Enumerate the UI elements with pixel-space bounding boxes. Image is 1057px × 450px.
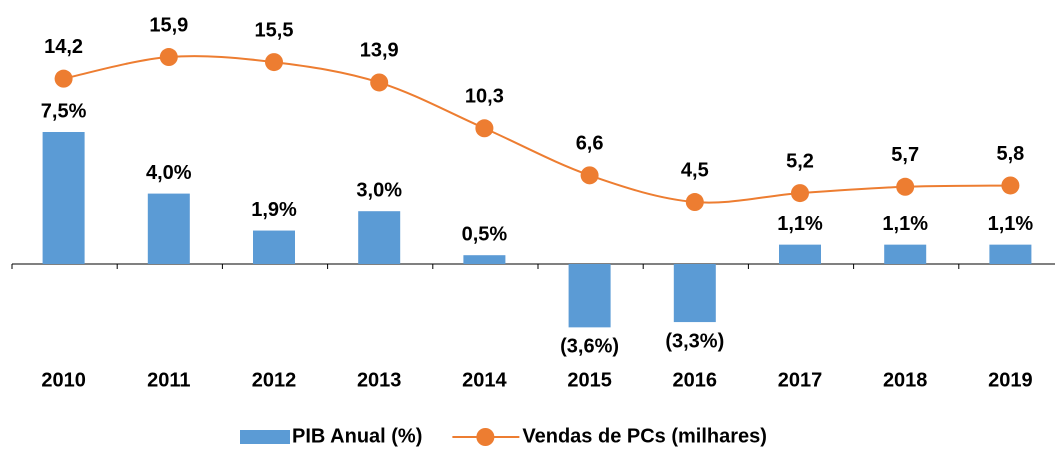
line-label: 5,7	[891, 144, 919, 166]
line-point	[685, 193, 704, 212]
line-point	[265, 53, 283, 72]
bar	[463, 255, 506, 264]
x-tick-label: 2012	[252, 369, 297, 391]
bar	[358, 211, 401, 264]
line-label: 6,6	[576, 133, 604, 155]
line-point	[370, 73, 389, 92]
line-point	[896, 177, 915, 196]
legend-swatch	[240, 430, 290, 444]
bar-label: 0,5%	[462, 223, 508, 245]
bar-label: 1,1%	[882, 213, 928, 235]
line-label: 10,3	[465, 86, 504, 108]
bar-label: 1,1%	[988, 213, 1034, 235]
x-tick-label: 2010	[41, 369, 86, 391]
line	[63, 55, 1011, 204]
legend-swatch	[476, 428, 495, 446]
legend-label: PIB Anual (%)	[292, 425, 422, 447]
line-label: 4,5	[681, 159, 709, 181]
line-label: 13,9	[360, 40, 399, 62]
line-label: 15,5	[255, 19, 294, 41]
bar	[673, 264, 716, 323]
line-point	[475, 119, 494, 138]
line-label: 5,2	[786, 150, 814, 172]
bar	[253, 230, 295, 264]
bar	[42, 132, 85, 264]
line-point	[791, 184, 809, 203]
x-tick-label: 2018	[883, 369, 928, 391]
x-tick-label: 2014	[462, 369, 507, 391]
bar-label: (3,6%)	[560, 336, 619, 358]
bar-label: 1,1%	[777, 213, 823, 235]
x-tick-label: 2016	[673, 369, 718, 391]
bar-label: 1,9%	[251, 199, 297, 221]
line-point	[54, 69, 73, 88]
bar	[568, 264, 611, 328]
bar	[884, 244, 927, 264]
bar-label: 4,0%	[146, 162, 192, 184]
bar-label: 3,0%	[356, 179, 402, 201]
line-label: 15,9	[149, 14, 188, 36]
x-tick-label: 2017	[778, 369, 823, 391]
line-label: 5,8	[996, 143, 1024, 165]
x-tick-label: 2011	[147, 369, 190, 391]
line-point	[1001, 176, 1020, 195]
bar	[989, 244, 1032, 264]
line-point	[159, 48, 178, 67]
bar-label: (3,3%)	[665, 330, 724, 352]
bar-label: 7,5%	[41, 100, 87, 122]
line-label: 14,2	[44, 36, 83, 58]
x-tick-label: 2015	[567, 369, 612, 391]
bar	[779, 244, 821, 264]
legend-label: Vendas de PCs (milhares)	[522, 425, 767, 447]
x-tick-label: 2019	[988, 369, 1033, 391]
bar	[147, 193, 190, 264]
line-point	[580, 166, 599, 185]
x-tick-label: 2013	[357, 369, 402, 391]
